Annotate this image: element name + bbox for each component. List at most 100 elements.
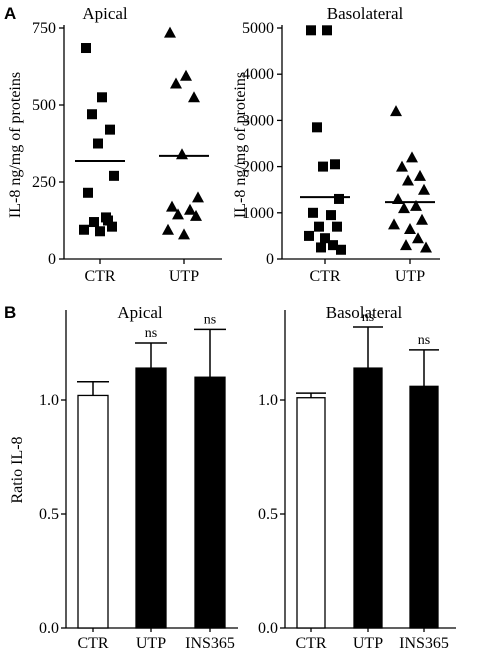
x-tick-label: UTP: [395, 268, 425, 285]
data-point-square: [322, 25, 332, 36]
bar: [77, 394, 109, 629]
data-point-square: [107, 221, 117, 232]
data-point-triangle: [406, 151, 418, 163]
y-tick-label: 500: [32, 97, 56, 114]
data-point-square: [314, 221, 324, 232]
data-point-triangle: [180, 69, 192, 81]
data-point-triangle: [388, 218, 400, 230]
data-point-triangle: [402, 174, 414, 186]
data-point-triangle: [192, 191, 204, 203]
x-tick-label: CTR: [77, 635, 108, 652]
data-point-triangle: [190, 209, 202, 221]
data-point-square: [79, 224, 89, 235]
bar: [194, 376, 226, 629]
x-tick-label: UTP: [169, 268, 199, 285]
bar: [135, 367, 167, 629]
chart-title: Apical: [117, 303, 163, 322]
data-point-triangle: [188, 91, 200, 103]
data-point-square: [89, 217, 99, 228]
basolateral-scatter-chart: Basolateral IL-8 ng/mg of proteins 0 1000…: [232, 4, 440, 285]
data-point-triangle: [162, 223, 174, 235]
x-tick-label: CTR: [84, 268, 115, 285]
x-tick-label: CTR: [295, 635, 326, 652]
data-point-triangle: [166, 200, 178, 212]
data-point-triangle: [420, 241, 432, 253]
data-point-square: [318, 161, 328, 172]
x-tick-label: CTR: [309, 268, 340, 285]
y-axis-label: Ratio IL-8: [9, 436, 26, 503]
bar: [409, 385, 439, 629]
data-point-square: [97, 92, 107, 103]
bar: [296, 397, 326, 629]
x-tick-label: INS365: [399, 635, 449, 652]
data-point-square: [306, 25, 316, 36]
data-point-square: [103, 215, 113, 226]
data-point-square: [336, 244, 346, 255]
x-tick-label: UTP: [136, 635, 166, 652]
panel-a-letter: A: [4, 4, 16, 23]
data-point-square: [328, 240, 338, 251]
data-point-triangle: [400, 239, 412, 251]
data-point-square: [87, 109, 97, 120]
y-tick-label: 0.5: [258, 506, 278, 523]
data-point-triangle: [412, 232, 424, 244]
data-point-square: [326, 210, 336, 221]
data-point-square: [308, 207, 318, 218]
significance-label: ns: [362, 310, 374, 325]
basolateral-bar-chart: Basolateral 0.0 0.5 1.0 CTR ns UTP ns INS365: [258, 303, 456, 652]
data-point-triangle: [410, 199, 422, 211]
apical-scatter-chart: Apical IL-8 ng/mg of proteins 0 250 500 750…: [7, 4, 222, 285]
y-tick-label: 750: [32, 20, 56, 37]
data-point-square: [334, 193, 344, 204]
data-point-triangle: [398, 202, 410, 214]
x-tick-label: UTP: [353, 635, 383, 652]
y-tick-label: 0: [266, 251, 274, 268]
data-point-square: [316, 242, 326, 253]
data-point-triangle: [390, 105, 402, 117]
bar: [353, 367, 383, 629]
chart-title: Basolateral: [327, 4, 404, 23]
data-point-triangle: [404, 222, 416, 234]
y-tick-label: 0: [48, 251, 56, 268]
data-point-square: [83, 187, 93, 198]
significance-label: ns: [418, 333, 430, 348]
data-point-square: [330, 159, 340, 170]
data-point-square: [332, 221, 342, 232]
significance-label: ns: [145, 326, 157, 341]
data-point-triangle: [170, 77, 182, 89]
data-point-triangle: [176, 148, 188, 160]
data-point-triangle: [178, 228, 190, 240]
data-point-square: [105, 124, 115, 135]
data-point-triangle: [396, 160, 408, 172]
y-axis-label: IL-8 ng/mg of proteins: [232, 72, 249, 218]
y-tick-label: 0.5: [39, 506, 59, 523]
data-point-square: [320, 233, 330, 244]
chart-title: Basolateral: [326, 303, 403, 322]
data-point-square: [93, 138, 103, 149]
y-tick-label: 1.0: [39, 392, 59, 409]
y-tick-label: 4000: [242, 66, 274, 83]
y-tick-label: 250: [32, 174, 56, 191]
data-point-square: [109, 170, 119, 181]
y-tick-label: 2000: [242, 159, 274, 176]
data-point-square: [312, 122, 322, 133]
data-point-triangle: [184, 203, 196, 215]
data-point-triangle: [416, 213, 428, 225]
data-point-triangle: [414, 169, 426, 181]
y-tick-label: 1.0: [258, 392, 278, 409]
data-point-triangle: [164, 26, 176, 38]
y-tick-label: 3000: [242, 112, 274, 129]
apical-bar-chart: Apical Ratio IL-8 0.0 0.5 1.0 CTR ns UTP ns INS…: [9, 303, 238, 652]
data-point-triangle: [172, 208, 184, 220]
x-tick-label: INS365: [185, 635, 235, 652]
data-point-square: [81, 43, 91, 54]
significance-label: ns: [204, 312, 216, 327]
data-point-triangle: [418, 183, 430, 195]
y-tick-label: 0.0: [39, 620, 59, 637]
y-tick-label: 0.0: [258, 620, 278, 637]
y-axis-label: IL-8 ng/mg of proteins: [7, 72, 24, 218]
y-tick-label: 5000: [242, 20, 274, 37]
panel-b-letter: B: [4, 303, 16, 322]
chart-title: Apical: [82, 4, 128, 23]
